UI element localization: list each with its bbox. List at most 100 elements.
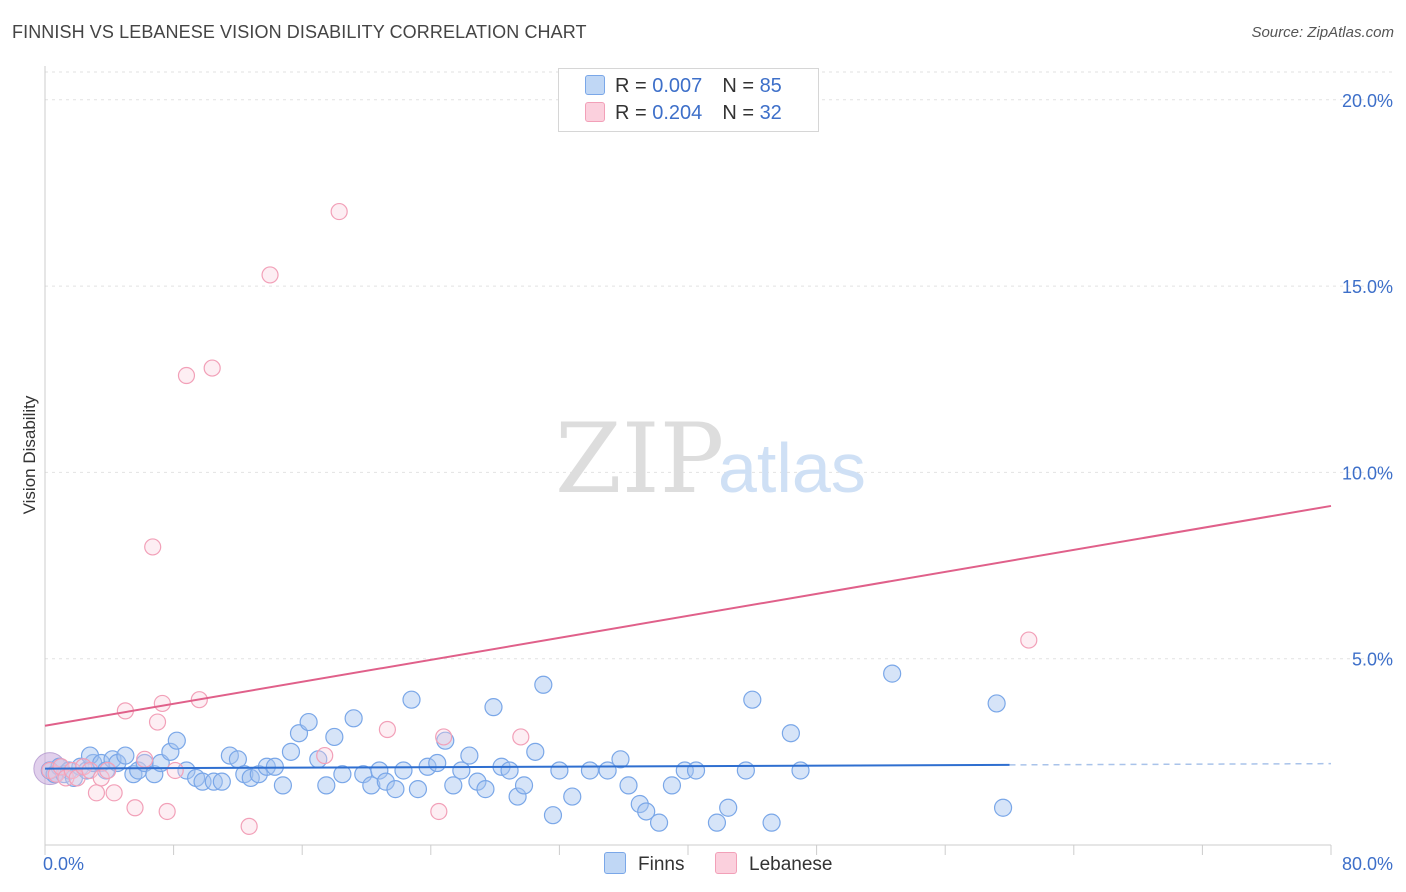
source-label: Source: ZipAtlas.com [1251, 24, 1394, 41]
finns-point [580, 761, 600, 780]
lebanese-point [430, 802, 448, 821]
svg-text:ZIP: ZIP [555, 403, 724, 515]
finns-point [637, 802, 656, 821]
lebanese-point [99, 761, 117, 780]
y-tick-label: 20.0% [1342, 91, 1393, 111]
finns-point [743, 690, 762, 709]
finns-point [428, 753, 447, 773]
lebanese-point [126, 799, 144, 817]
lebanese-point [153, 694, 171, 713]
finns-point [161, 742, 180, 761]
x-tick-label-min: 0.0% [43, 854, 84, 874]
lebanese-point [240, 817, 258, 835]
lebanese-point [158, 802, 176, 821]
finns-points [33, 664, 1013, 832]
correlation-legend: R = 0.007 N = 85 R = 0.204 N = 32 [558, 68, 819, 132]
finns-point [781, 724, 800, 743]
finns-point [376, 772, 395, 791]
y-tick-label: 10.0% [1342, 463, 1393, 483]
finns-point [408, 780, 428, 799]
lebanese-point [177, 366, 196, 385]
finns-point [649, 813, 669, 832]
finns-point [719, 798, 738, 817]
finns-point [563, 787, 582, 806]
lebanese-point [148, 713, 167, 731]
finns-point [344, 709, 363, 728]
finns-point [630, 794, 649, 814]
lebanese-point [144, 538, 162, 556]
finns-point [145, 765, 164, 784]
finns-legend-label: Finns [638, 854, 685, 875]
chart-title: FINNISH VS LEBANESE VISION DISABILITY CO… [12, 22, 587, 42]
finns-trend-line [44, 763, 1010, 770]
finns-point [762, 813, 781, 832]
y-tick-label: 5.0% [1352, 650, 1393, 670]
legend-row-lebanese: R = 0.204 N = 32 [585, 102, 782, 126]
finns-point [662, 776, 682, 795]
finns-n-value: 85 [759, 75, 782, 97]
lebanese-n-label: N = [722, 102, 760, 124]
lebanese-point [512, 728, 530, 746]
finns-point [707, 813, 727, 832]
finns-n-label: N = [722, 75, 760, 97]
legend-row-finns: R = 0.007 N = 85 [585, 75, 782, 99]
y-tick-label: 15.0% [1342, 277, 1393, 297]
finns-point [317, 776, 336, 795]
finns-point [736, 761, 755, 780]
finns-point [987, 694, 1006, 713]
finns-point [508, 787, 527, 806]
finns-point [452, 761, 471, 780]
bottom-legend-lebanese: Lebanese [715, 852, 832, 876]
finns-point [444, 776, 463, 795]
finns-point [611, 750, 630, 769]
lebanese-point [105, 784, 123, 802]
lebanese-point [203, 359, 221, 377]
y-axis-label: Vision Disability [20, 395, 39, 515]
finns-legend-swatch [604, 852, 626, 874]
finns-point [281, 742, 301, 761]
finns-r-label: R = [615, 75, 653, 97]
finns-point [212, 772, 231, 791]
lebanese-swatch [585, 102, 605, 122]
lebanese-point [52, 758, 70, 776]
gridlines [45, 71, 1395, 660]
finns-point [791, 761, 810, 780]
finns-point [273, 776, 293, 795]
finns-point [526, 742, 545, 761]
finns-r-value: 0.007 [652, 75, 703, 97]
finns-point [534, 675, 553, 694]
finns-point [325, 727, 344, 747]
finns-point [362, 776, 381, 795]
trend-lines [44, 504, 1332, 770]
lebanese-point [166, 761, 184, 780]
finns-trend-extension [1009, 762, 1332, 766]
finns-point [402, 690, 421, 709]
lebanese-point [1020, 631, 1038, 649]
finns-point [500, 761, 519, 780]
watermark: ZIP atlas [555, 403, 866, 515]
finns-point [543, 806, 563, 825]
lebanese-point [136, 750, 154, 768]
finns-point [686, 761, 706, 780]
lebanese-trend-line [44, 504, 1332, 727]
lebanese-r-value: 0.204 [652, 102, 703, 124]
finns-point [299, 712, 318, 732]
finns-point [394, 761, 413, 780]
tick-labels: 5.0% 10.0% 15.0% 20.0% 0.0% 80.0% [43, 91, 1393, 874]
lebanese-point [87, 784, 106, 802]
lebanese-n-value: 32 [759, 102, 782, 124]
lebanese-point [330, 202, 348, 221]
finns-point [619, 776, 638, 795]
finns-point [333, 765, 352, 784]
lebanese-point [261, 266, 279, 284]
finns-swatch [585, 75, 605, 95]
finns-point [883, 664, 902, 683]
finns-point [550, 761, 569, 780]
lebanese-point [316, 746, 334, 765]
finns-point [993, 798, 1013, 817]
lebanese-point [435, 728, 453, 746]
finns-point [476, 780, 495, 799]
finns-point [514, 776, 534, 795]
finns-point [484, 698, 503, 717]
